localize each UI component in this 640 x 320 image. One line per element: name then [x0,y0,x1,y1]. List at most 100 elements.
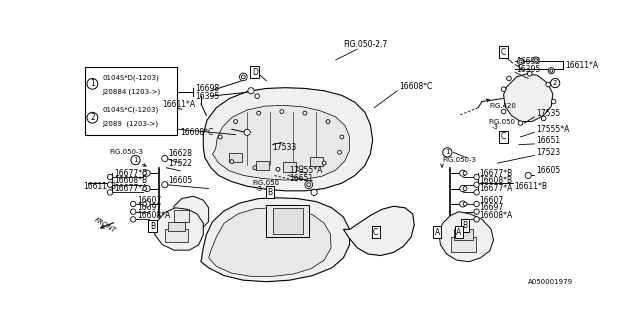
Circle shape [255,94,259,99]
Circle shape [144,170,150,176]
Circle shape [474,209,479,214]
Bar [168,222,185,231]
Text: 16395: 16395 [196,92,220,101]
Circle shape [276,167,280,171]
Circle shape [322,161,326,165]
Circle shape [230,160,234,164]
Text: A: A [435,228,440,237]
Circle shape [541,116,546,121]
Circle shape [244,129,250,135]
Text: 16608*B: 16608*B [114,176,147,185]
Text: 16677*A: 16677*A [114,184,147,193]
Text: 17535: 17535 [536,109,560,118]
Circle shape [507,76,511,81]
Bar [266,205,308,237]
Circle shape [326,120,330,124]
Text: 16697: 16697 [480,203,504,212]
Circle shape [218,135,222,139]
Text: -3: -3 [255,186,262,192]
Circle shape [162,182,168,188]
Text: 16677*A: 16677*A [480,184,513,193]
Circle shape [162,156,168,162]
Circle shape [548,68,554,74]
Text: 16605: 16605 [536,166,560,175]
Circle shape [303,111,307,115]
Circle shape [131,217,136,222]
Text: FIG.050-2,7: FIG.050-2,7 [344,40,388,49]
Circle shape [257,111,260,115]
Circle shape [533,57,539,63]
Text: 16608*C: 16608*C [399,82,432,91]
Text: FRONT: FRONT [93,217,116,234]
Bar [174,210,189,222]
Circle shape [474,174,479,180]
Circle shape [460,201,466,207]
Text: 17555*A: 17555*A [536,125,569,134]
Text: A050001979: A050001979 [528,279,573,285]
Text: 1: 1 [133,157,138,163]
Text: J20884 (1203->): J20884 (1203->) [102,89,161,95]
Text: 16698: 16698 [516,57,541,66]
Text: 16677*B: 16677*B [114,169,147,178]
Circle shape [253,166,257,170]
Bar [310,157,323,166]
Circle shape [534,59,538,61]
Text: 1: 1 [90,79,95,88]
Bar [451,237,476,252]
Text: FIG.050: FIG.050 [488,118,515,124]
Text: C: C [373,228,378,237]
Text: -3: -3 [492,124,499,130]
Text: A: A [456,228,461,237]
Circle shape [550,78,560,88]
Circle shape [340,135,344,139]
Text: 16607: 16607 [137,196,161,204]
Text: 16608*B: 16608*B [480,176,513,185]
Text: 1: 1 [445,149,450,155]
Text: 16611*A: 16611*A [163,100,196,109]
Polygon shape [204,88,372,191]
Polygon shape [209,208,331,276]
Text: FIG.050-3: FIG.050-3 [442,157,476,163]
Polygon shape [155,208,204,250]
Text: 0104S*C(-1203): 0104S*C(-1203) [102,106,159,113]
Text: 16651: 16651 [536,136,560,145]
Polygon shape [344,206,414,256]
Text: 0104S*D(-1203): 0104S*D(-1203) [102,75,159,81]
Circle shape [131,209,136,214]
Circle shape [131,201,136,207]
Text: 17555*A: 17555*A [289,166,323,175]
Circle shape [525,172,531,179]
Polygon shape [504,74,553,122]
Circle shape [501,87,506,92]
Circle shape [551,99,556,104]
Circle shape [460,170,466,176]
Polygon shape [212,105,349,180]
Circle shape [519,60,522,63]
Circle shape [546,82,550,87]
Text: 2: 2 [553,80,557,86]
Circle shape [311,189,317,196]
Circle shape [474,217,479,222]
Bar [230,153,242,162]
Circle shape [108,182,113,188]
Text: 17522: 17522 [168,159,192,168]
Circle shape [108,190,113,195]
Text: 16677*B: 16677*B [480,169,513,178]
Polygon shape [172,196,209,229]
Text: 16608*A: 16608*A [480,211,513,220]
Circle shape [518,121,523,125]
Bar [454,229,473,240]
Circle shape [474,190,479,195]
Polygon shape [439,212,493,262]
Text: J2089  (1203->): J2089 (1203->) [102,121,159,127]
Text: 16605: 16605 [168,176,192,185]
Circle shape [474,201,479,207]
Circle shape [501,109,506,114]
Circle shape [131,156,140,165]
Text: B: B [268,188,273,197]
Text: 17523: 17523 [536,148,560,157]
Circle shape [474,182,479,188]
Circle shape [239,73,247,81]
Text: FIG.050-3: FIG.050-3 [109,149,143,155]
Bar [164,228,188,243]
